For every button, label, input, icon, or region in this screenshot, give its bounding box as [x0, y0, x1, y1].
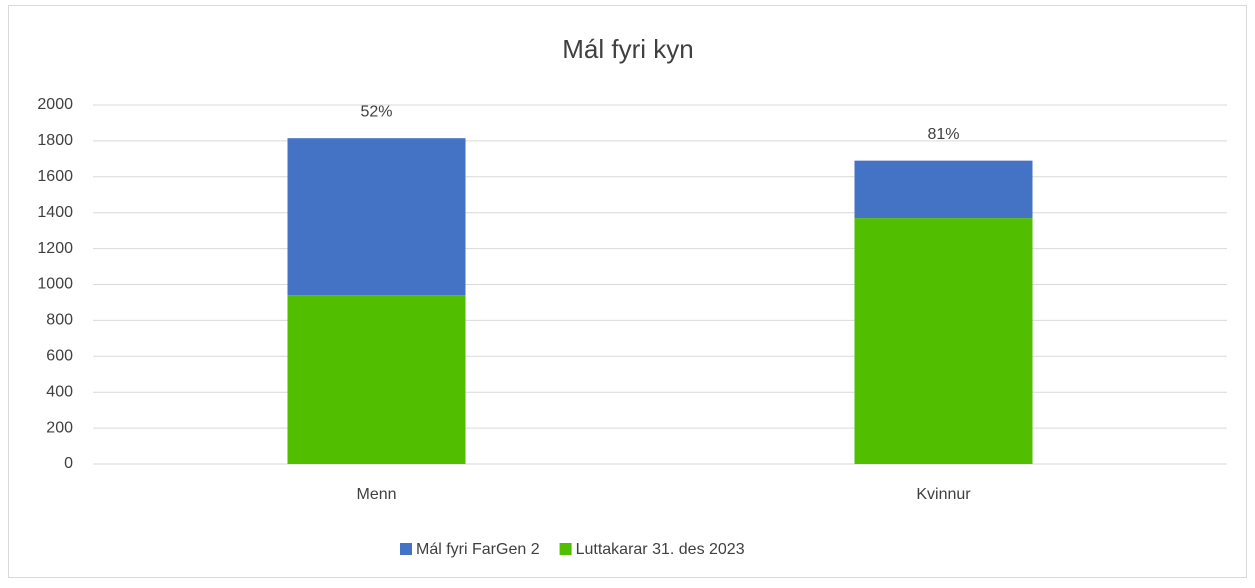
- y-tick-label: 1600: [37, 168, 73, 185]
- y-tick-label: 200: [46, 419, 73, 436]
- x-tick-label: Menn: [356, 486, 396, 503]
- bar-segment: [287, 295, 466, 464]
- chart-frame: [8, 5, 1247, 578]
- y-tick-label: 1000: [37, 276, 73, 293]
- bar-segment: [854, 160, 1033, 219]
- legend-swatch: [559, 543, 572, 555]
- bar-segment: [854, 218, 1033, 464]
- y-tick-label: 1800: [37, 132, 73, 149]
- data-label: 81%: [927, 126, 959, 143]
- legend-label: Luttakarar 31. des 2023: [576, 541, 745, 558]
- chart-title: Mál fyri kyn: [562, 34, 693, 64]
- legend-swatch: [400, 543, 412, 555]
- data-label: 52%: [360, 103, 392, 120]
- bar-segment: [287, 138, 466, 296]
- y-tick-label: 600: [46, 348, 73, 365]
- y-tick-label: 0: [64, 455, 73, 472]
- y-tick-label: 800: [46, 312, 73, 329]
- x-tick-label: Kvinnur: [916, 486, 971, 503]
- y-tick-label: 400: [46, 383, 73, 400]
- legend-label: Mál fyri FarGen 2: [416, 541, 540, 558]
- y-tick-label: 2000: [37, 96, 73, 113]
- y-tick-label: 1400: [37, 204, 73, 221]
- y-tick-label: 1200: [37, 240, 73, 257]
